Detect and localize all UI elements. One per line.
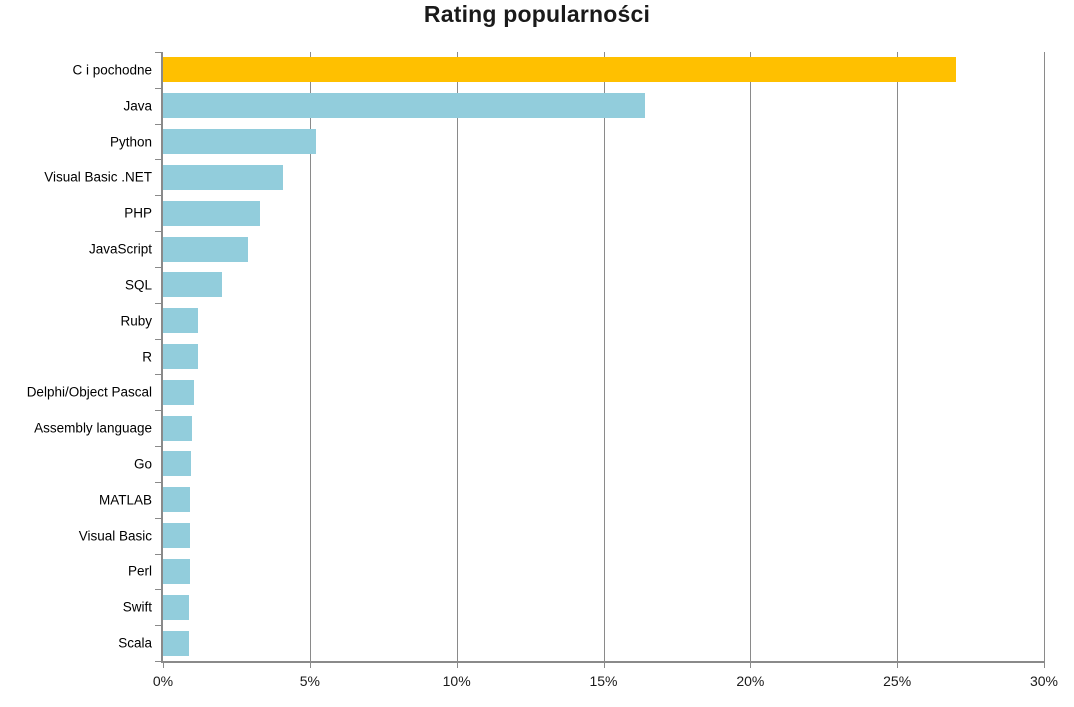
y-axis-tick [155,123,161,125]
bar [163,272,222,298]
bar [163,129,316,155]
bar [163,236,249,262]
category-label: MATLAB [98,492,152,508]
x-axis-tick [750,661,752,668]
category-label: Delphi/Object Pascal [26,384,152,400]
chart-title: Rating popularności [423,1,651,27]
category-label: PHP [124,205,152,221]
y-axis-tick [155,231,161,233]
y-axis-tick [155,87,161,89]
y-axis-tick [155,481,161,483]
category-label: Scala [118,635,152,651]
category-label: Visual Basic .NET [44,169,152,185]
bar [163,344,199,369]
y-axis-tick [155,195,161,197]
x-axis-line [161,661,1044,663]
bar [163,487,191,513]
x-axis-tick [603,661,605,668]
bar [163,594,190,620]
y-axis-tick [155,302,161,304]
y-axis-tick [155,589,161,591]
category-label: Go [133,456,152,472]
y-axis-tick [155,410,161,412]
category-label: SQL [124,277,152,293]
category-label: Perl [127,563,152,579]
gridline [309,52,311,661]
x-axis-tick [456,661,458,668]
plot-area: 0% 5% 10% 15% 20% 25% 30% C i pochodne Java Pytho… [27,52,1058,689]
y-axis-tick [155,625,161,627]
gridline [1044,52,1045,661]
x-tick-label: 15% [589,673,618,689]
y-axis-tick [155,374,161,376]
y-axis-line [161,52,163,661]
x-tick-label: 30% [1029,673,1059,689]
category-label: Python [109,134,152,150]
bar [163,558,191,584]
gridline [750,52,752,661]
x-tick-label: 25% [883,673,912,689]
category-label: R [142,349,152,364]
y-axis-tick [155,446,161,448]
x-tick-label: 10% [442,673,471,689]
y-axis-tick [155,159,161,161]
category-label: Java [123,98,152,114]
y-axis-tick [155,266,161,268]
x-axis-tick [897,661,899,668]
x-tick-label: 5% [299,673,320,689]
bar [163,93,645,119]
x-axis-tick [163,661,164,668]
category-label: Ruby [120,313,152,329]
x-tick-label: 20% [736,673,765,689]
category-label: Visual Basic [78,528,152,544]
category-label: C i pochodne [72,62,152,78]
x-axis-tick [309,661,311,668]
y-axis-tick [155,517,161,519]
bar [163,523,191,549]
bar [163,451,192,477]
bar [163,379,194,405]
category-label: Assembly language [34,420,152,436]
y-axis-tick [155,338,161,340]
bar [163,57,956,83]
bar [163,308,199,334]
gridline [603,52,605,661]
gridline [897,52,899,661]
bar [163,164,284,190]
category-label: JavaScript [88,241,152,257]
x-tick-label: 0% [152,673,174,689]
y-axis-tick [155,52,161,53]
y-axis-tick [155,553,161,555]
bar [163,200,260,226]
gridline [456,52,458,661]
bar [163,630,189,656]
category-label: Swift [122,599,152,615]
y-axis-tick [155,661,161,662]
bar [163,415,193,441]
x-axis-tick [1044,661,1045,668]
